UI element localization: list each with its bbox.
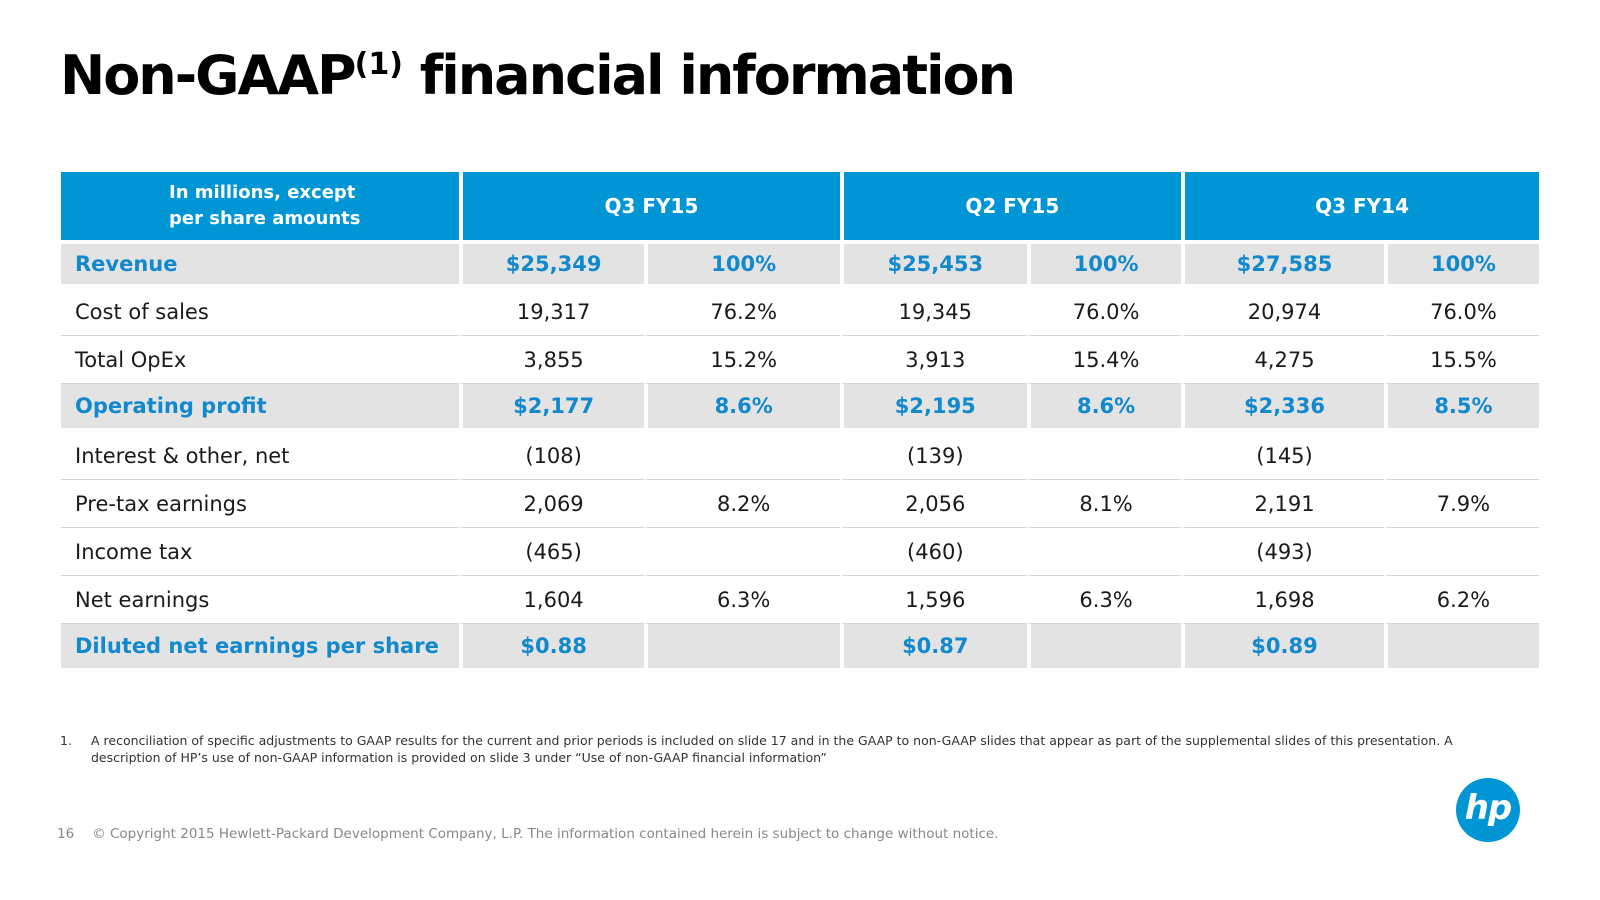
percent-cell <box>643 624 840 672</box>
percent-cell: 100% <box>1383 240 1539 288</box>
footnote-text: A reconciliation of specific adjustments… <box>91 733 1453 765</box>
value-cell: 20,974 <box>1181 288 1384 336</box>
percent-cell: 8.6% <box>1027 384 1182 432</box>
percent-cell: 6.2% <box>1383 576 1539 624</box>
value-cell: 4,275 <box>1181 336 1384 384</box>
value-cell: 1,698 <box>1181 576 1384 624</box>
slide-footer: 16 © Copyright 2015 Hewlett-Packard Deve… <box>57 826 999 842</box>
value-cell: 19,317 <box>459 288 644 336</box>
percent-cell <box>643 528 840 576</box>
row-label: Net earnings <box>61 576 460 624</box>
value-cell: 1,596 <box>839 576 1028 624</box>
percent-cell: 100% <box>1027 240 1182 288</box>
row-label: Cost of sales <box>61 288 460 336</box>
percent-cell <box>1383 624 1539 672</box>
footnote-number: 1. <box>60 733 72 748</box>
value-cell: 1,604 <box>459 576 644 624</box>
table-row: Operating profit $2,177 8.6% $2,195 8.6% $2,3… <box>61 384 1539 432</box>
percent-cell <box>1027 432 1182 480</box>
value-cell: (465) <box>459 528 644 576</box>
value-cell: 3,855 <box>459 336 644 384</box>
table-row: Pre-tax earnings 2,069 8.2% 2,056 8.1% 2,191 7… <box>61 480 1539 528</box>
value-cell: $25,453 <box>839 240 1028 288</box>
value-cell: $0.87 <box>839 624 1028 672</box>
percent-cell: 15.5% <box>1383 336 1539 384</box>
row-label: Income tax <box>61 528 460 576</box>
row-label: Pre-tax earnings <box>61 480 460 528</box>
percent-cell <box>1383 528 1539 576</box>
percent-cell: 76.0% <box>1383 288 1539 336</box>
value-cell: 3,913 <box>839 336 1028 384</box>
percent-cell: 6.3% <box>643 576 840 624</box>
value-cell: 19,345 <box>839 288 1028 336</box>
percent-cell: 8.2% <box>643 480 840 528</box>
value-cell: (145) <box>1181 432 1384 480</box>
value-cell: $0.89 <box>1181 624 1384 672</box>
percent-cell: 8.5% <box>1383 384 1539 432</box>
period-header: Q2 FY15 <box>839 172 1182 240</box>
percent-cell: 76.2% <box>643 288 840 336</box>
period-header: Q3 FY14 <box>1181 172 1539 240</box>
row-label: Diluted net earnings per share <box>61 624 460 672</box>
percent-cell <box>643 432 840 480</box>
page-title: Non-GAAP(1) financial information <box>60 44 1016 107</box>
title-rest: financial information <box>402 44 1016 107</box>
value-cell: $2,177 <box>459 384 644 432</box>
value-cell: $27,585 <box>1181 240 1384 288</box>
percent-cell: 7.9% <box>1383 480 1539 528</box>
percent-cell: 8.1% <box>1027 480 1182 528</box>
value-cell: (493) <box>1181 528 1384 576</box>
units-header: In millions, except per share amounts <box>61 172 460 240</box>
percent-cell: 100% <box>643 240 840 288</box>
percent-cell <box>1383 432 1539 480</box>
value-cell: 2,069 <box>459 480 644 528</box>
percent-cell: 15.4% <box>1027 336 1182 384</box>
value-cell: 2,056 <box>839 480 1028 528</box>
hp-logo-text: hp <box>1464 788 1513 828</box>
value-cell: $0.88 <box>459 624 644 672</box>
row-label: Operating profit <box>61 384 460 432</box>
period-header: Q3 FY15 <box>459 172 840 240</box>
value-cell: $2,336 <box>1181 384 1384 432</box>
percent-cell <box>1027 528 1182 576</box>
table-row: Net earnings 1,604 6.3% 1,596 6.3% 1,698 6.2% <box>61 576 1539 624</box>
percent-cell: 6.3% <box>1027 576 1182 624</box>
page-number: 16 <box>57 826 75 842</box>
value-cell: 2,191 <box>1181 480 1384 528</box>
table-row: Diluted net earnings per share $0.88 $0.87… <box>61 624 1539 672</box>
value-cell: (460) <box>839 528 1028 576</box>
table-row: Income tax (465) (460) (493) <box>61 528 1539 576</box>
row-label: Interest & other, net <box>61 432 460 480</box>
value-cell: $2,195 <box>839 384 1028 432</box>
row-label: Total OpEx <box>61 336 460 384</box>
percent-cell: 8.6% <box>643 384 840 432</box>
percent-cell: 76.0% <box>1027 288 1182 336</box>
value-cell: (108) <box>459 432 644 480</box>
table-row: Revenue $25,349 100% $25,453 100% $27,585 100% <box>61 240 1539 288</box>
financial-table: In millions, except per share amounts Q3 … <box>61 172 1539 672</box>
value-cell: $25,349 <box>459 240 644 288</box>
percent-cell: 15.2% <box>643 336 840 384</box>
footnote: 1. A reconciliation of specific adjustme… <box>60 732 1460 766</box>
row-label: Revenue <box>61 240 460 288</box>
percent-cell <box>1027 624 1182 672</box>
table-row: Interest & other, net (108) (139) (145) <box>61 432 1539 480</box>
table-header-row: In millions, except per share amounts Q3 … <box>61 172 1539 240</box>
table-row: Total OpEx 3,855 15.2% 3,913 15.4% 4,275 15.5% <box>61 336 1539 384</box>
hp-logo: hp <box>1456 778 1520 842</box>
table-row: Cost of sales 19,317 76.2% 19,345 76.0% 20,97… <box>61 288 1539 336</box>
copyright-notice: © Copyright 2015 Hewlett-Packard Develop… <box>92 826 999 842</box>
value-cell: (139) <box>839 432 1028 480</box>
title-main: Non-GAAP <box>60 44 357 107</box>
title-footnote-marker: (1) <box>354 47 403 82</box>
